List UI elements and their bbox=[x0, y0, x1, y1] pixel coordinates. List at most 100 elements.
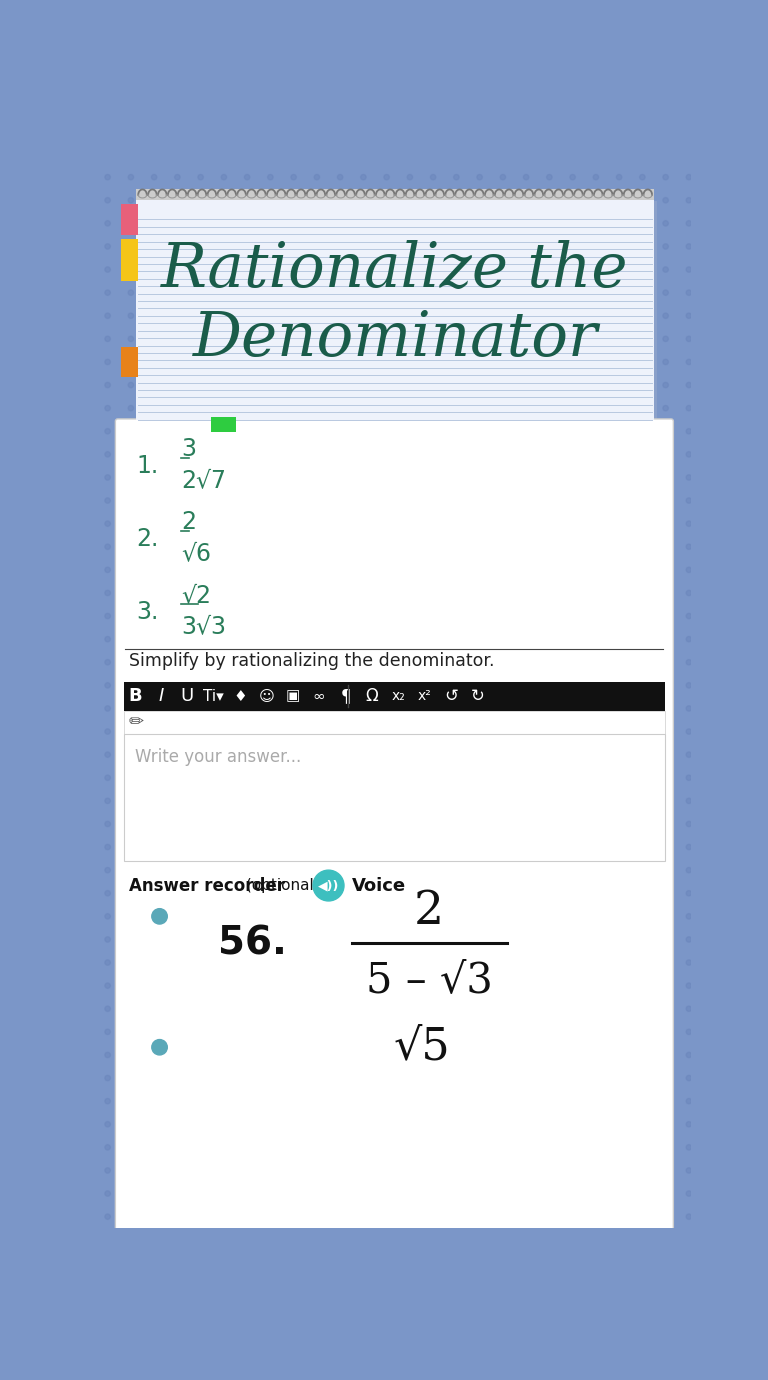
Circle shape bbox=[640, 221, 645, 226]
Circle shape bbox=[547, 313, 552, 319]
Circle shape bbox=[151, 1006, 157, 1012]
Circle shape bbox=[430, 1122, 435, 1127]
Circle shape bbox=[524, 337, 529, 341]
Circle shape bbox=[663, 498, 668, 504]
Circle shape bbox=[174, 914, 180, 919]
Circle shape bbox=[617, 890, 622, 896]
Circle shape bbox=[337, 1006, 343, 1012]
Circle shape bbox=[105, 729, 111, 734]
Circle shape bbox=[198, 660, 204, 665]
Circle shape bbox=[268, 174, 273, 179]
Circle shape bbox=[477, 1167, 482, 1173]
Circle shape bbox=[105, 960, 111, 965]
Circle shape bbox=[500, 1122, 505, 1127]
Circle shape bbox=[337, 1122, 343, 1127]
Circle shape bbox=[524, 660, 529, 665]
Circle shape bbox=[198, 914, 204, 919]
Circle shape bbox=[547, 845, 552, 850]
Circle shape bbox=[524, 983, 529, 988]
Circle shape bbox=[221, 382, 227, 388]
Circle shape bbox=[663, 1075, 668, 1081]
Circle shape bbox=[314, 798, 319, 803]
Circle shape bbox=[663, 868, 668, 872]
Circle shape bbox=[547, 890, 552, 896]
Circle shape bbox=[244, 544, 250, 549]
Circle shape bbox=[617, 313, 622, 319]
Circle shape bbox=[640, 382, 645, 388]
Circle shape bbox=[291, 1214, 296, 1220]
Text: 2.: 2. bbox=[136, 527, 159, 551]
Circle shape bbox=[593, 845, 598, 850]
Circle shape bbox=[570, 244, 575, 250]
Circle shape bbox=[128, 729, 134, 734]
Circle shape bbox=[686, 683, 692, 689]
Circle shape bbox=[593, 1029, 598, 1035]
Circle shape bbox=[152, 1039, 167, 1054]
Circle shape bbox=[524, 613, 529, 618]
Circle shape bbox=[244, 660, 250, 665]
Circle shape bbox=[244, 337, 250, 341]
Circle shape bbox=[570, 567, 575, 573]
Circle shape bbox=[384, 266, 389, 272]
Circle shape bbox=[454, 613, 459, 618]
Circle shape bbox=[128, 983, 134, 988]
Circle shape bbox=[686, 382, 692, 388]
Circle shape bbox=[663, 636, 668, 642]
Circle shape bbox=[151, 660, 157, 665]
Circle shape bbox=[198, 498, 204, 504]
Circle shape bbox=[640, 591, 645, 596]
Circle shape bbox=[593, 475, 598, 480]
Circle shape bbox=[105, 244, 111, 250]
Circle shape bbox=[663, 591, 668, 596]
Circle shape bbox=[454, 705, 459, 711]
Circle shape bbox=[407, 406, 412, 411]
Circle shape bbox=[221, 1098, 227, 1104]
Circle shape bbox=[454, 914, 459, 919]
Circle shape bbox=[314, 705, 319, 711]
Circle shape bbox=[640, 475, 645, 480]
Circle shape bbox=[407, 1006, 412, 1012]
Text: √2: √2 bbox=[181, 584, 211, 607]
Circle shape bbox=[430, 498, 435, 504]
Circle shape bbox=[524, 752, 529, 758]
Circle shape bbox=[524, 705, 529, 711]
Circle shape bbox=[454, 660, 459, 665]
Circle shape bbox=[361, 522, 366, 526]
Circle shape bbox=[663, 522, 668, 526]
Circle shape bbox=[477, 266, 482, 272]
Circle shape bbox=[314, 613, 319, 618]
Circle shape bbox=[198, 244, 204, 250]
Circle shape bbox=[337, 752, 343, 758]
Circle shape bbox=[593, 613, 598, 618]
Circle shape bbox=[221, 798, 227, 803]
Circle shape bbox=[314, 221, 319, 226]
Circle shape bbox=[663, 244, 668, 250]
Circle shape bbox=[174, 451, 180, 457]
Circle shape bbox=[221, 498, 227, 504]
Circle shape bbox=[221, 591, 227, 596]
Circle shape bbox=[454, 776, 459, 781]
Circle shape bbox=[268, 776, 273, 781]
Circle shape bbox=[361, 382, 366, 388]
Circle shape bbox=[337, 591, 343, 596]
Circle shape bbox=[361, 776, 366, 781]
Circle shape bbox=[268, 567, 273, 573]
Circle shape bbox=[454, 1214, 459, 1220]
Circle shape bbox=[268, 660, 273, 665]
Circle shape bbox=[407, 313, 412, 319]
Circle shape bbox=[314, 983, 319, 988]
Circle shape bbox=[430, 591, 435, 596]
Circle shape bbox=[174, 845, 180, 850]
Circle shape bbox=[454, 313, 459, 319]
Circle shape bbox=[151, 798, 157, 803]
Circle shape bbox=[174, 475, 180, 480]
Circle shape bbox=[570, 337, 575, 341]
Circle shape bbox=[663, 960, 668, 965]
Circle shape bbox=[314, 544, 319, 549]
Circle shape bbox=[617, 613, 622, 618]
Circle shape bbox=[640, 406, 645, 411]
Circle shape bbox=[221, 475, 227, 480]
Circle shape bbox=[314, 1029, 319, 1035]
Circle shape bbox=[547, 937, 552, 943]
Circle shape bbox=[198, 798, 204, 803]
